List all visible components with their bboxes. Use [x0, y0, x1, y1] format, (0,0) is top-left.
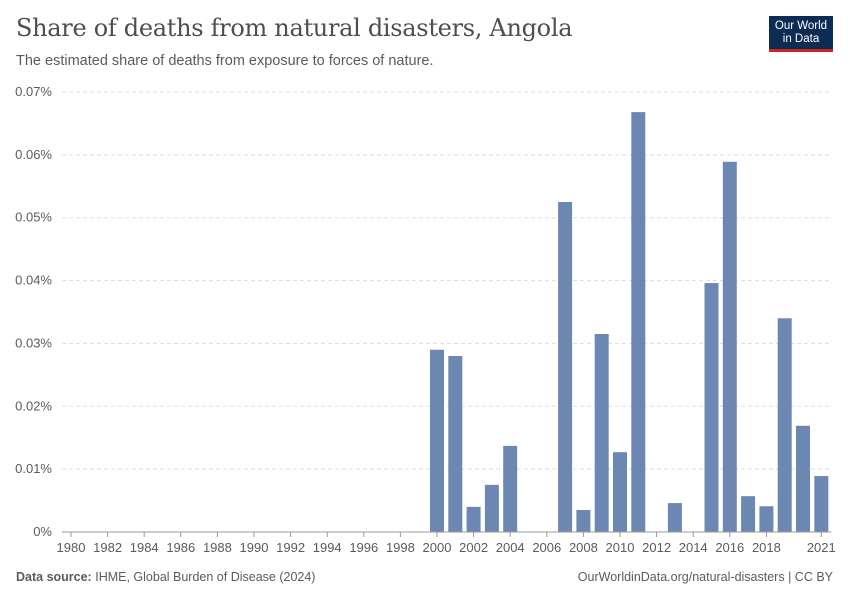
- y-tick-label: 0.07%: [15, 84, 52, 99]
- x-tick-label: 1984: [130, 540, 159, 555]
- x-tick-label: 2021: [807, 540, 836, 555]
- logo-line-2: in Data: [782, 33, 820, 45]
- x-tick-label: 1982: [93, 540, 122, 555]
- y-tick-label: 0%: [33, 524, 52, 539]
- bar-2002[interactable]: [466, 506, 481, 532]
- y-tick-label: 0.01%: [15, 461, 52, 476]
- x-tick-label: 1980: [57, 540, 86, 555]
- x-axis-ticks: 1980 1982 1984 1986 1988 1990 1992 1994 1996 1998…: [57, 532, 836, 555]
- bar-2004[interactable]: [503, 445, 518, 532]
- x-tick-label: 2012: [642, 540, 671, 555]
- bar-chart: 0% 0.01% 0.02% 0.03% 0.04% 0.05% 0.06% 0.07% 19…: [15, 84, 836, 555]
- y-tick-label: 0.02%: [15, 398, 52, 413]
- bar-2003[interactable]: [484, 484, 499, 532]
- bar-2020[interactable]: [796, 425, 810, 532]
- owid-logo[interactable]: Our World in Data: [769, 16, 833, 52]
- bar-2021[interactable]: [814, 476, 829, 532]
- chart-title: Share of deaths from natural disasters, …: [16, 14, 573, 42]
- x-tick-label: 2006: [532, 540, 561, 555]
- bar-2016[interactable]: [722, 161, 737, 532]
- bar-2019[interactable]: [777, 318, 792, 532]
- x-tick-label: 2000: [423, 540, 452, 555]
- x-tick-label: 2014: [679, 540, 708, 555]
- source-link[interactable]: OurWorldinData.org/natural-disasters | C…: [577, 570, 833, 584]
- x-tick-label: 1998: [386, 540, 415, 555]
- bar-2013[interactable]: [667, 503, 682, 532]
- x-tick-label: 2018: [752, 540, 781, 555]
- bar-2018[interactable]: [759, 506, 774, 532]
- bar-2008[interactable]: [576, 510, 591, 532]
- x-tick-label: 2008: [569, 540, 598, 555]
- bar-2001[interactable]: [448, 356, 463, 532]
- y-tick-label: 0.06%: [15, 147, 52, 162]
- x-tick-label: 2004: [496, 540, 525, 555]
- bar-2017[interactable]: [741, 496, 756, 532]
- bar-2007[interactable]: [558, 202, 573, 532]
- grid-lines: 0% 0.01% 0.02% 0.03% 0.04% 0.05% 0.06% 0.07%: [15, 84, 831, 539]
- bar-2011[interactable]: [631, 112, 646, 532]
- y-tick-label: 0.03%: [15, 335, 52, 350]
- x-tick-label: 1986: [166, 540, 195, 555]
- x-tick-label: 1988: [203, 540, 232, 555]
- y-tick-label: 0.05%: [15, 210, 52, 225]
- logo-line-1: Our World: [774, 20, 828, 32]
- x-tick-label: 1990: [240, 540, 269, 555]
- x-tick-label: 2002: [459, 540, 488, 555]
- bar-2000[interactable]: [430, 349, 444, 532]
- x-tick-label: 2010: [606, 540, 635, 555]
- data-source-text: IHME, Global Burden of Disease (2024): [95, 570, 316, 584]
- bar-2009[interactable]: [594, 334, 609, 532]
- y-tick-label: 0.04%: [15, 273, 52, 288]
- bars: [430, 112, 829, 532]
- data-source-label: Data source:: [16, 570, 92, 584]
- data-source: Data source: IHME, Global Burden of Dise…: [16, 570, 315, 584]
- x-tick-label: 1996: [349, 540, 378, 555]
- bar-2015[interactable]: [704, 283, 719, 532]
- x-tick-label: 1994: [313, 540, 342, 555]
- bar-2010[interactable]: [613, 452, 627, 532]
- x-tick-label: 2016: [715, 540, 744, 555]
- x-tick-label: 1992: [276, 540, 305, 555]
- chart-subtitle: The estimated share of deaths from expos…: [16, 53, 434, 69]
